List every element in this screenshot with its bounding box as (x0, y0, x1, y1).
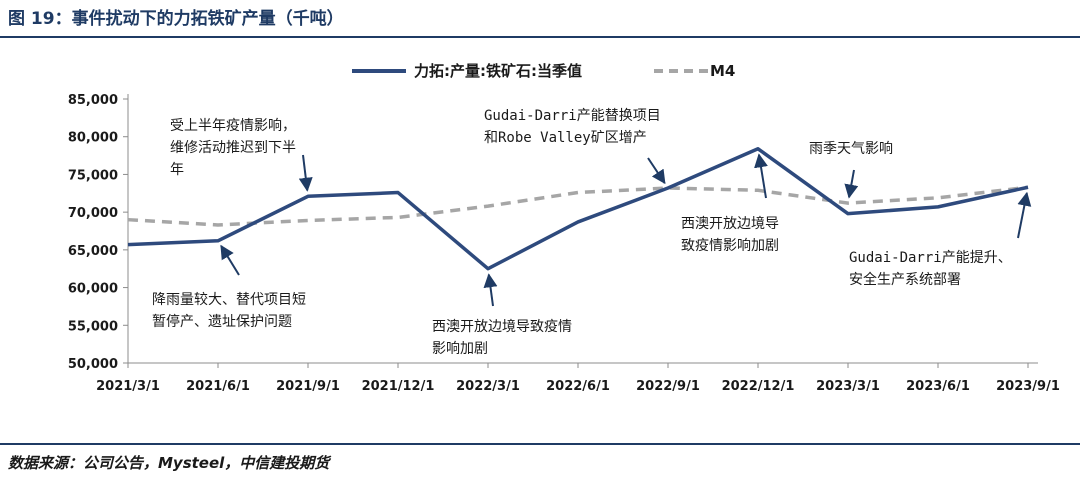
y-tick-label: 85,000 (68, 93, 118, 108)
x-tick-label: 2022/9/1 (636, 379, 700, 394)
x-tick-label: 2023/3/1 (816, 379, 880, 394)
x-tick-label: 2022/6/1 (546, 379, 610, 394)
figure-title: 图 19：事件扰动下的力拓铁矿产量（千吨） (8, 9, 344, 29)
annotation-text: Gudai-Darri产能提升、 (849, 250, 1012, 266)
annotation-text: 年 (170, 162, 184, 178)
y-tick-label: 75,000 (68, 168, 118, 183)
annotation-text: 致疫情影响加剧 (681, 238, 779, 254)
x-tick-label: 2022/3/1 (456, 379, 520, 394)
x-tick-label: 2023/6/1 (906, 379, 970, 394)
annotation-arrow (1017, 191, 1032, 239)
annotation-arrow (844, 169, 859, 199)
annotation-arrow (220, 244, 240, 276)
title-rule (0, 36, 1080, 38)
y-tick-label: 55,000 (68, 319, 118, 334)
source-rule (0, 443, 1080, 445)
x-tick-label: 2022/12/1 (722, 379, 795, 394)
annotation-text: 维修活动推迟到下半 (170, 140, 296, 156)
x-tick-label: 2023/9/1 (996, 379, 1060, 394)
annotation-text: 西澳开放边境导致疫情 (432, 319, 572, 335)
line-chart: 力拓:产量:铁矿石:当季值 M4 50,000 55,000 60,000 65,000… (68, 62, 1060, 394)
annotation-text: 西澳开放边境导 (681, 216, 779, 232)
annotation-text: 降雨量较大、替代项目短 (152, 292, 306, 308)
source-note: 数据来源：公司公告，Mysteel，中信建投期货 (8, 454, 330, 472)
annotation-text: Gudai-Darri产能替换项目 (484, 107, 661, 124)
legend-label-1: 力拓:产量:铁矿石:当季值 (414, 62, 582, 80)
annotation-text: 雨季天气影响 (809, 141, 893, 157)
chart-annotations: 受上半年疫情影响， 维修活动推迟到下半年降雨量较大、替代项目短暂停产、遗址保护问题… (152, 107, 1032, 357)
y-tick-label: 70,000 (68, 206, 118, 221)
y-tick-label: 60,000 (68, 282, 118, 297)
x-tick-label: 2021/12/1 (362, 379, 435, 394)
series-line-m4 (127, 185, 1029, 227)
annotation-arrow (647, 157, 666, 185)
y-tick-label: 50,000 (68, 357, 118, 372)
chart-legend: 力拓:产量:铁矿石:当季值 M4 (352, 62, 735, 80)
annotation-text: 受上半年疫情影响， (170, 118, 296, 134)
series-line-rio-tinto-output (127, 147, 1029, 271)
legend-label-2: M4 (710, 62, 735, 80)
annotation-text: 暂停产、遗址保护问题 (152, 313, 292, 330)
annotation-text: 和Robe Valley矿区增产 (484, 130, 647, 146)
annotation-text: 安全生产系统部署 (849, 271, 961, 288)
annotation-arrow (754, 153, 768, 199)
y-tick-label: 65,000 (68, 244, 118, 259)
y-tick-label: 80,000 (68, 131, 118, 146)
annotation-arrow (298, 154, 313, 192)
x-tick-label: 2021/3/1 (96, 379, 160, 394)
x-tick-label: 2021/6/1 (186, 379, 250, 394)
chart-axes: 50,000 55,000 60,000 65,000 70,000 75,000 80,0… (68, 93, 1060, 394)
annotation-arrow (483, 273, 498, 307)
annotation-text: 影响加剧 (432, 341, 488, 357)
x-tick-label: 2021/9/1 (276, 379, 340, 394)
chart-series (127, 147, 1029, 271)
